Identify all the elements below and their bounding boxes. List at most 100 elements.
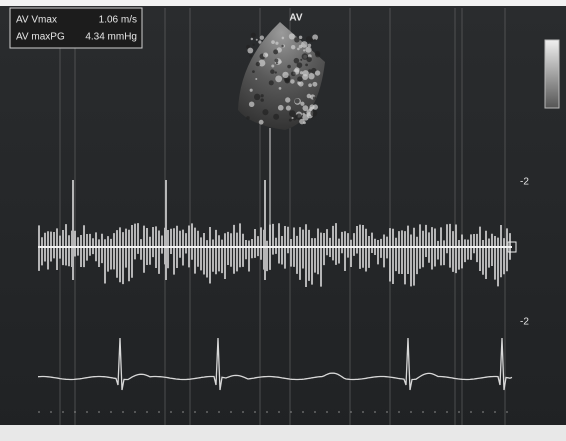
speckle xyxy=(300,58,303,61)
speckle xyxy=(308,69,312,73)
speckle xyxy=(294,37,300,43)
speckle xyxy=(255,38,258,41)
speckle xyxy=(290,79,295,84)
speckle xyxy=(274,58,279,63)
speckle xyxy=(288,110,296,117)
speckle xyxy=(298,81,304,87)
speckle xyxy=(288,33,295,40)
speckle xyxy=(255,61,261,67)
speckle xyxy=(247,47,254,54)
speckle xyxy=(285,105,291,111)
speckle xyxy=(275,41,279,45)
speckle xyxy=(263,52,269,58)
measurement-value: 4.34 mmHg xyxy=(85,32,137,43)
speckle xyxy=(258,119,264,125)
speckle xyxy=(305,46,312,53)
speckle xyxy=(307,43,312,48)
speckle xyxy=(281,44,284,48)
speckle xyxy=(314,50,321,57)
speckle xyxy=(312,34,319,41)
speckle xyxy=(260,94,264,98)
speckle xyxy=(292,115,297,121)
speckle xyxy=(260,98,264,102)
speckle xyxy=(281,36,285,40)
speckle xyxy=(295,113,303,120)
speckle xyxy=(258,59,266,67)
speckle xyxy=(282,71,289,79)
measurement-value: 1.06 m/s xyxy=(99,15,137,26)
speckle xyxy=(271,64,275,68)
speckle xyxy=(250,32,256,38)
speckle xyxy=(302,114,309,121)
view-label: AV xyxy=(289,13,302,24)
speckle xyxy=(275,75,283,83)
speckle xyxy=(252,70,255,73)
speckle xyxy=(298,35,303,40)
speckle xyxy=(306,93,312,99)
speckle xyxy=(312,81,318,87)
speckle xyxy=(285,97,291,103)
speckle xyxy=(255,78,258,81)
speckle xyxy=(313,38,317,42)
ecg-trace xyxy=(37,337,513,391)
speckle xyxy=(249,54,253,58)
speckle xyxy=(278,60,282,64)
speckle xyxy=(290,71,296,77)
measurement-label: AV maxPG xyxy=(16,32,65,43)
speckle xyxy=(273,49,279,55)
speckle xyxy=(308,73,315,80)
speckle xyxy=(302,105,309,112)
speckle xyxy=(271,40,275,44)
speckle xyxy=(270,69,275,74)
speckle xyxy=(259,35,265,40)
speckle xyxy=(246,44,251,49)
speckle xyxy=(308,83,312,88)
speckle xyxy=(288,118,292,122)
speckle xyxy=(297,76,303,82)
measurement-label: AV Vmax xyxy=(16,15,57,26)
speckle xyxy=(287,64,291,69)
sector-speckle xyxy=(246,32,321,125)
speckle xyxy=(253,93,261,101)
speckle xyxy=(268,80,274,86)
gray-bar xyxy=(544,39,560,109)
speckle xyxy=(294,98,300,104)
bottom-edge xyxy=(0,425,566,441)
speckle xyxy=(291,116,294,120)
speckle xyxy=(310,109,318,117)
speckle xyxy=(305,36,312,42)
speckle xyxy=(250,37,254,41)
measurement-box xyxy=(9,7,143,49)
speckle xyxy=(303,49,306,52)
speckle xyxy=(293,57,300,64)
speckle xyxy=(297,47,300,51)
speckle xyxy=(299,118,305,125)
top-edge xyxy=(0,0,566,6)
speckle xyxy=(278,87,282,90)
speckle xyxy=(248,101,255,107)
speckle xyxy=(305,63,308,67)
speckle xyxy=(273,113,280,120)
speckle xyxy=(277,104,284,111)
scale-label: -2 xyxy=(520,317,529,328)
scale-label: -2 xyxy=(520,177,529,188)
baseline-marker xyxy=(507,241,517,253)
speckle xyxy=(246,116,250,120)
speckle xyxy=(302,74,309,81)
doppler-spectrum xyxy=(38,180,511,287)
speckle xyxy=(249,88,253,92)
speckle xyxy=(301,41,308,48)
speckle xyxy=(312,96,316,100)
speckle xyxy=(314,70,321,76)
speckle xyxy=(296,62,303,68)
speckle xyxy=(300,101,305,106)
speckle xyxy=(252,43,255,46)
speckle xyxy=(275,62,278,65)
speckle xyxy=(262,109,269,116)
speckle xyxy=(290,44,296,50)
speckle xyxy=(301,53,309,60)
speckle xyxy=(258,40,262,44)
speckle xyxy=(299,71,304,75)
